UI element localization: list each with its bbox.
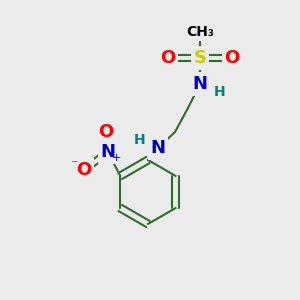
Text: ⁻: ⁻ <box>70 158 78 172</box>
Text: H: H <box>214 85 226 99</box>
Text: N: N <box>100 143 116 161</box>
Text: H: H <box>134 133 146 147</box>
Text: O: O <box>98 123 114 141</box>
Text: O: O <box>224 49 240 67</box>
Text: N: N <box>193 75 208 93</box>
Text: +: + <box>111 153 121 163</box>
Text: O: O <box>76 161 92 179</box>
Text: S: S <box>194 49 206 67</box>
Text: CH₃: CH₃ <box>186 25 214 39</box>
Text: N: N <box>151 139 166 157</box>
Text: O: O <box>160 49 175 67</box>
